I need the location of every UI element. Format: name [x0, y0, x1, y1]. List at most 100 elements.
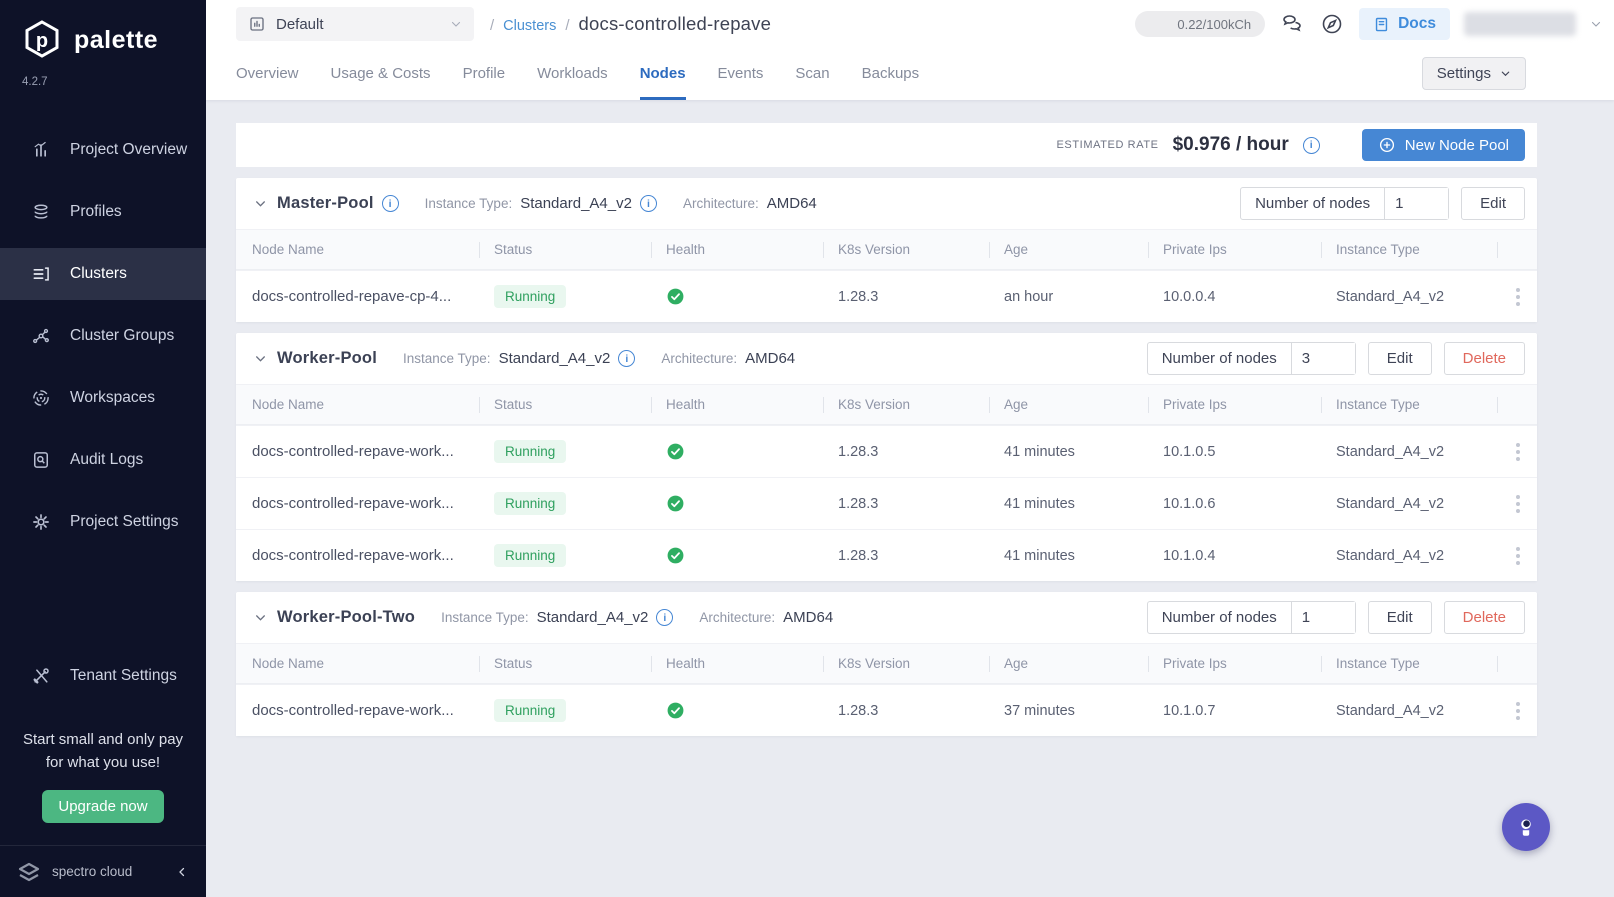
project-scope-icon	[248, 15, 266, 33]
tab-workloads[interactable]: Workloads	[537, 65, 608, 82]
instance-type-label: Instance Type:	[403, 351, 491, 366]
sidebar-item-workspaces[interactable]: Workspaces	[0, 372, 206, 424]
col-private-ips: Private Ips	[1163, 397, 1336, 412]
svg-text:p: p	[36, 30, 48, 52]
profiles-icon	[30, 201, 52, 223]
chat-icon[interactable]	[1279, 11, 1305, 37]
help-widget-button[interactable]	[1502, 803, 1550, 851]
number-of-nodes-input[interactable]	[1290, 602, 1355, 633]
health-ok-icon	[666, 287, 838, 306]
status-badge: Running	[494, 492, 567, 515]
delete-pool-button[interactable]: Delete	[1443, 601, 1525, 634]
sidebar-item-project-overview[interactable]: Project Overview	[0, 124, 206, 176]
collapse-sidebar-icon[interactable]	[176, 866, 188, 878]
settings-button[interactable]: Settings	[1421, 57, 1526, 90]
collapse-pool-icon[interactable]	[254, 611, 267, 624]
row-menu-icon[interactable]	[1512, 698, 1524, 724]
number-of-nodes-control: Number of nodes	[1146, 601, 1356, 634]
status-badge: Running	[494, 285, 567, 308]
number-of-nodes-input[interactable]	[1290, 343, 1355, 374]
col-status: Status	[494, 397, 666, 412]
row-menu-icon[interactable]	[1512, 543, 1524, 569]
k8s-version: 1.28.3	[838, 443, 879, 460]
info-icon[interactable]: i	[381, 195, 399, 212]
row-menu-icon[interactable]	[1512, 284, 1524, 310]
upgrade-now-button[interactable]: Upgrade now	[42, 790, 164, 823]
number-of-nodes-label: Number of nodes	[1161, 609, 1277, 626]
docs-button-label: Docs	[1398, 15, 1436, 32]
architecture-value: AMD64	[783, 609, 834, 626]
instance-type: Standard_A4_v2	[1336, 547, 1445, 564]
node-age: 37 minutes	[1004, 702, 1075, 719]
tab-overview[interactable]: Overview	[236, 65, 299, 82]
row-menu-icon[interactable]	[1512, 491, 1524, 517]
tab-usage-costs[interactable]: Usage & Costs	[330, 65, 431, 82]
number-of-nodes-label: Number of nodes	[1161, 350, 1277, 367]
number-of-nodes-input[interactable]	[1384, 188, 1449, 219]
breadcrumb-separator: /	[565, 17, 570, 34]
edit-pool-button[interactable]: Edit	[1461, 187, 1525, 220]
cluster-groups-icon	[30, 325, 52, 347]
col-node-name: Node Name	[252, 242, 325, 257]
sidebar-item-project-settings[interactable]: Project Settings	[0, 496, 206, 548]
compass-icon[interactable]	[1319, 11, 1345, 37]
sidebar-item-label: Audit Logs	[70, 451, 144, 468]
project-selector-value: Default	[276, 15, 324, 33]
tab-backups[interactable]: Backups	[861, 65, 920, 82]
chevron-down-icon	[1501, 71, 1510, 77]
top-header: Default / Clusters / docs-controlled-rep…	[206, 0, 1614, 100]
instance-type-label: Instance Type:	[441, 610, 529, 625]
sidebar-item-cluster-groups[interactable]: Cluster Groups	[0, 310, 206, 362]
tab-events[interactable]: Events	[717, 65, 764, 82]
info-icon[interactable]: i	[639, 195, 657, 212]
col-age: Age	[1004, 397, 1163, 412]
sidebar: p palette 4.2.7 Project Overview Profile…	[0, 0, 206, 897]
sidebar-item-label: Cluster Groups	[70, 327, 175, 344]
chevron-down-icon	[450, 18, 462, 30]
info-icon[interactable]: i	[618, 350, 636, 367]
docs-button[interactable]: Docs	[1359, 8, 1450, 40]
workspaces-icon	[30, 387, 52, 409]
pool-name: Worker-Pool	[277, 349, 377, 367]
new-node-pool-button[interactable]: New Node Pool	[1361, 129, 1525, 161]
book-icon	[1373, 16, 1390, 33]
chevron-down-icon[interactable]	[1590, 18, 1602, 30]
info-icon[interactable]: i	[656, 609, 674, 626]
col-node-name: Node Name	[252, 656, 325, 671]
sidebar-item-audit-logs[interactable]: Audit Logs	[0, 434, 206, 486]
user-menu[interactable]	[1464, 12, 1576, 36]
status-badge: Running	[494, 544, 567, 567]
status-badge: Running	[494, 440, 567, 463]
sidebar-item-tenant-settings[interactable]: Tenant Settings	[0, 650, 206, 702]
tab-scan[interactable]: Scan	[795, 65, 830, 82]
private-ip: 10.1.0.5	[1163, 443, 1216, 460]
edit-pool-button[interactable]: Edit	[1367, 342, 1432, 375]
info-icon[interactable]: i	[1302, 136, 1320, 154]
col-k8s-version: K8s Version	[838, 397, 1004, 412]
delete-pool-button[interactable]: Delete	[1443, 342, 1525, 375]
collapse-pool-icon[interactable]	[254, 197, 267, 210]
project-selector[interactable]: Default	[236, 7, 474, 41]
breadcrumb-clusters-link[interactable]: Clusters	[503, 18, 557, 34]
clusters-icon	[30, 263, 52, 285]
architecture-value: AMD64	[745, 350, 796, 367]
node-age: 41 minutes	[1004, 443, 1075, 460]
sidebar-item-clusters[interactable]: Clusters	[0, 248, 206, 300]
architecture-label: Architecture:	[682, 196, 759, 211]
collapse-pool-icon[interactable]	[254, 352, 267, 365]
pool-card-master: Master-Pool i Instance Type: Standard_A4…	[236, 178, 1537, 322]
col-private-ips: Private Ips	[1163, 656, 1336, 671]
sidebar-item-profiles[interactable]: Profiles	[0, 186, 206, 238]
table-row: docs-controlled-repave-work... Running 1…	[236, 684, 1537, 736]
tab-nodes[interactable]: Nodes	[639, 65, 686, 100]
architecture-value: AMD64	[766, 195, 817, 212]
private-ip: 10.1.0.4	[1163, 547, 1216, 564]
col-instance-type: Instance Type	[1336, 656, 1512, 671]
sidebar-nav: Project Overview Profiles Clusters Clust…	[0, 110, 206, 558]
edit-pool-button[interactable]: Edit	[1367, 601, 1432, 634]
number-of-nodes-control: Number of nodes	[1240, 187, 1450, 220]
instance-type: Standard_A4_v2	[1336, 288, 1445, 305]
tab-profile[interactable]: Profile	[462, 65, 506, 82]
row-menu-icon[interactable]	[1512, 439, 1524, 465]
palette-logo-icon: p	[20, 18, 64, 62]
